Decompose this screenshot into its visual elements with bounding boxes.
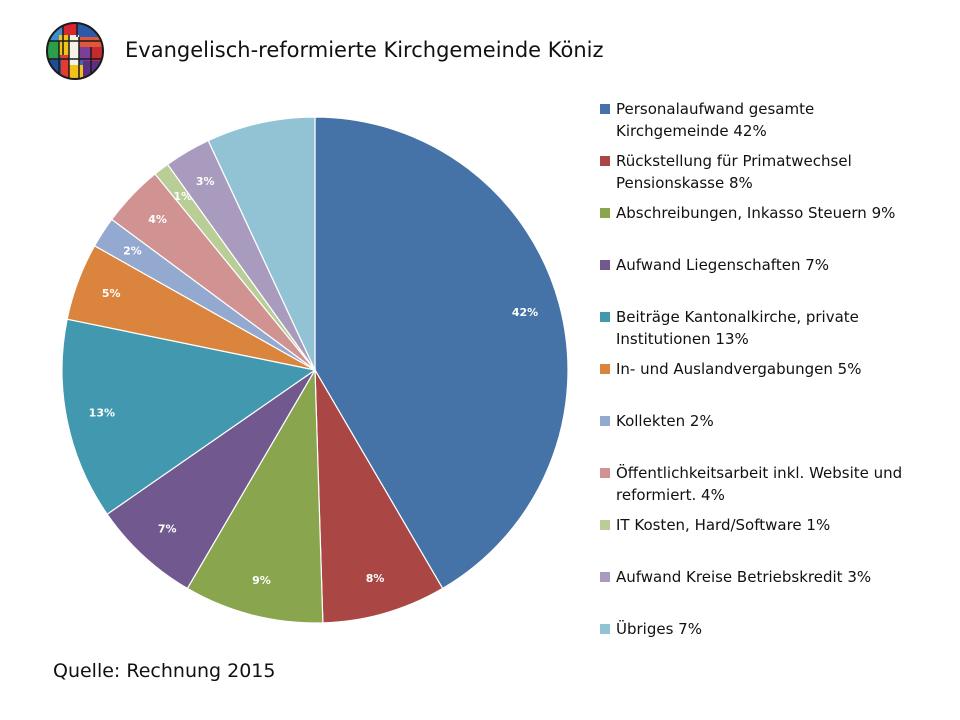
legend-swatch xyxy=(600,208,610,218)
legend-item: Übriges 7% xyxy=(600,618,940,640)
legend-item: Abschreibungen, Inkasso Steuern 9% xyxy=(600,202,940,224)
legend-item: IT Kosten, Hard/Software 1% xyxy=(600,514,940,536)
pie-slice-label: 13% xyxy=(89,407,115,420)
pie-slice-2 xyxy=(314,369,444,624)
legend-item: Beiträge Kantonalkirche, private Institu… xyxy=(600,306,940,350)
legend-label: Personalaufwand gesamte Kirchgemeinde 42… xyxy=(616,100,815,140)
pie-slice-label: 5% xyxy=(102,287,121,300)
pie-slice-3 xyxy=(186,367,324,624)
legend-label: Rückstellung für Primatwechsel Pensionsk… xyxy=(616,152,852,192)
legend-swatch xyxy=(600,156,610,166)
legend-swatch xyxy=(600,260,610,270)
pie-slice-label: 4% xyxy=(148,213,167,226)
pie-slice-4 xyxy=(106,369,316,590)
legend-swatch xyxy=(600,364,610,374)
legend-item: Aufwand Kreise Betriebskredit 3% xyxy=(600,566,940,588)
legend-item: Öffentlichkeitsarbeit inkl. Website und … xyxy=(600,462,940,506)
pie-slice-label: 7% xyxy=(158,523,177,536)
source-note: Quelle: Rechnung 2015 xyxy=(53,660,276,682)
church-logo-icon xyxy=(46,22,104,80)
legend-item: Rückstellung für Primatwechsel Pensionsk… xyxy=(600,150,940,194)
legend-label: Übriges 7% xyxy=(616,620,702,638)
legend-swatch xyxy=(600,312,610,322)
legend-swatch xyxy=(600,468,610,478)
legend-label: IT Kosten, Hard/Software 1% xyxy=(616,516,831,534)
pie-slice-label: 1% xyxy=(173,190,192,203)
page-title: Evangelisch-reformierte Kirchgemeinde Kö… xyxy=(125,38,604,62)
pie-chart: 42% 8% 9% 7% 13% 5% 2% 4% 1% 3% xyxy=(61,116,569,624)
legend-label: Abschreibungen, Inkasso Steuern 9% xyxy=(616,204,896,222)
pie-slice-5 xyxy=(61,318,317,516)
pie-slice-11 xyxy=(207,116,316,371)
pie-slice-label: 9% xyxy=(252,574,271,587)
pie-slice-1 xyxy=(314,116,569,590)
legend-label: Beiträge Kantonalkirche, private Institu… xyxy=(616,308,859,348)
legend-label: Aufwand Liegenschaften 7% xyxy=(616,256,830,274)
legend-swatch xyxy=(600,520,610,530)
legend-swatch xyxy=(600,624,610,634)
legend-item: Kollekten 2% xyxy=(600,410,940,432)
legend-swatch xyxy=(600,416,610,426)
legend-item: In- und Auslandvergabungen 5% xyxy=(600,358,940,380)
pie-slice-label: 2% xyxy=(123,245,142,258)
pie-slice-label: 8% xyxy=(366,572,385,585)
legend-label: In- und Auslandvergabungen 5% xyxy=(616,360,862,378)
legend-label: Öffentlichkeitsarbeit inkl. Website und … xyxy=(616,464,903,504)
legend-label: Kollekten 2% xyxy=(616,412,714,430)
legend-swatch xyxy=(600,104,610,114)
legend-item: Personalaufwand gesamte Kirchgemeinde 42… xyxy=(600,98,940,142)
pie-slice-label: 42% xyxy=(512,306,538,319)
pie-slice-label: 3% xyxy=(196,175,215,188)
legend-swatch xyxy=(600,572,610,582)
legend-label: Aufwand Kreise Betriebskredit 3% xyxy=(616,568,872,586)
legend-item: Aufwand Liegenschaften 7% xyxy=(600,254,940,276)
